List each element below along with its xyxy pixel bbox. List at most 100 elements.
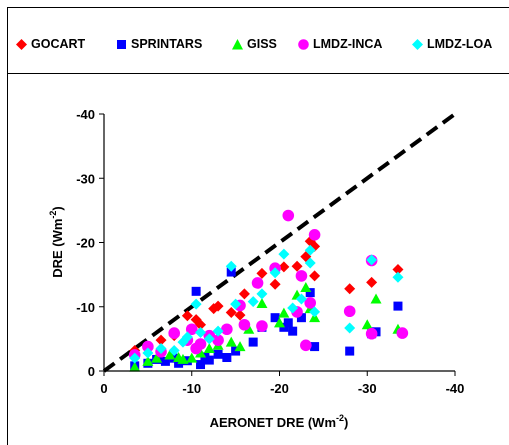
data-point-sprintars [204, 355, 214, 365]
data-point-giss [274, 317, 285, 328]
data-point-giss [243, 323, 255, 334]
triangle-marker-icon [232, 38, 243, 49]
data-point-lmdz-loa [168, 344, 180, 356]
data-point-lmdz-loa [344, 322, 356, 334]
legend-label-giss: GISS [247, 37, 277, 51]
data-point-sprintars [305, 288, 315, 298]
legend-divider [7, 73, 509, 74]
data-point-lmdz-inca [221, 323, 233, 336]
y-tick-label: -40 [76, 107, 95, 122]
data-point-lmdz-loa [212, 325, 224, 337]
data-point-lmdz-inca [194, 338, 207, 350]
x-axis-label: AERONET DRE (Wm-2) [210, 413, 349, 430]
data-point-lmdz-loa [392, 271, 404, 283]
data-point-lmdz-loa [190, 298, 202, 310]
data-point-sprintars [196, 360, 206, 370]
data-point-sprintars [296, 313, 306, 323]
data-point-gocart [234, 309, 246, 321]
data-point-lmdz-loa [295, 293, 307, 305]
y-tick-label: 0 [88, 364, 95, 379]
data-point-lmdz-loa [155, 343, 167, 355]
data-point-lmdz-inca [304, 297, 317, 309]
x-tick-label: -20 [270, 381, 289, 396]
legend-label-lmdz-inca: LMDZ-INCA [313, 37, 383, 51]
y-axis-label: DRE (Wm-2) [48, 206, 65, 278]
data-point-gocart [155, 334, 167, 346]
data-point-giss [195, 347, 207, 358]
data-point-giss [225, 336, 237, 347]
legend-label-gocart: GOCART [31, 37, 86, 51]
data-point-giss [151, 352, 163, 363]
legend-entry-gocart: GOCART [16, 34, 85, 54]
y-tick-label: -10 [76, 300, 95, 315]
y-tick-label: -20 [76, 236, 95, 251]
data-point-sprintars [393, 301, 403, 311]
data-point-lmdz-loa [225, 260, 237, 272]
data-point-giss [361, 319, 373, 330]
data-point-lmdz-inca [251, 277, 264, 289]
data-point-gocart [256, 267, 268, 279]
data-point-lmdz-inca [343, 305, 356, 318]
legend-entry-lmdz-inca: LMDZ-INCA [298, 34, 382, 54]
data-point-lmdz-loa [278, 248, 290, 260]
data-point-giss [177, 353, 189, 364]
data-point-sprintars [270, 313, 280, 323]
diamond-marker-icon [16, 38, 27, 50]
data-point-lmdz-loa [366, 254, 378, 266]
data-point-gocart [278, 261, 290, 273]
data-point-gocart [291, 260, 303, 272]
data-point-lmdz-loa [256, 288, 268, 300]
data-point-lmdz-loa [309, 306, 321, 318]
frame-left-border [7, 7, 8, 445]
data-point-giss [256, 298, 268, 309]
data-point-lmdz-loa [304, 257, 316, 269]
data-point-gocart [238, 288, 250, 300]
data-point-gocart [309, 270, 321, 282]
data-point-lmdz-loa [142, 347, 154, 359]
data-point-lmdz-inca [238, 318, 251, 331]
data-point-gocart [269, 278, 281, 290]
legend-entry-giss: GISS [232, 34, 277, 54]
x-tick-label: -10 [182, 381, 201, 396]
data-point-sprintars [222, 353, 232, 363]
data-point-lmdz-loa [230, 298, 242, 310]
legend-entry-sprintars: SPRINTARS [116, 34, 202, 54]
diamond-marker-icon [412, 38, 423, 50]
data-point-giss [234, 341, 246, 352]
data-point-lmdz-inca [185, 323, 198, 336]
y-tick-label: -30 [76, 171, 95, 186]
data-point-lmdz-loa [181, 331, 193, 343]
data-point-gocart [181, 310, 193, 322]
data-point-lmdz-loa [129, 352, 141, 364]
data-point-sprintars [226, 267, 236, 277]
data-point-lmdz-inca [168, 327, 180, 339]
data-point-giss [186, 352, 198, 363]
data-point-lmdz-inca [282, 209, 295, 222]
x-tick-label: -30 [358, 381, 377, 396]
data-point-giss [164, 349, 176, 360]
data-point-sprintars [191, 286, 201, 296]
legend-label-sprintars: SPRINTARS [131, 37, 203, 51]
data-point-lmdz-inca [256, 320, 268, 332]
data-point-gocart [366, 276, 378, 288]
data-point-sprintars [283, 318, 293, 328]
data-point-lmdz-inca [308, 228, 321, 241]
data-point-lmdz-loa [269, 267, 281, 279]
data-point-sprintars [213, 349, 223, 359]
one-to-one-reference-line [102, 112, 457, 373]
data-point-giss [129, 361, 141, 372]
data-point-lmdz-loa [203, 333, 215, 345]
data-point-lmdz-inca [300, 339, 312, 352]
data-point-giss [203, 343, 215, 354]
data-point-giss [278, 307, 290, 318]
data-point-sprintars [248, 337, 258, 347]
circle-marker-icon [298, 38, 309, 50]
data-point-giss [300, 281, 312, 292]
legend-entry-lmdz-loa: LMDZ-LOA [412, 34, 492, 54]
x-tick-label: -40 [446, 381, 465, 396]
data-point-gocart [195, 319, 207, 331]
data-point-lmdz-inca [396, 327, 409, 339]
data-point-giss [142, 355, 154, 366]
data-point-sprintars [345, 346, 355, 356]
